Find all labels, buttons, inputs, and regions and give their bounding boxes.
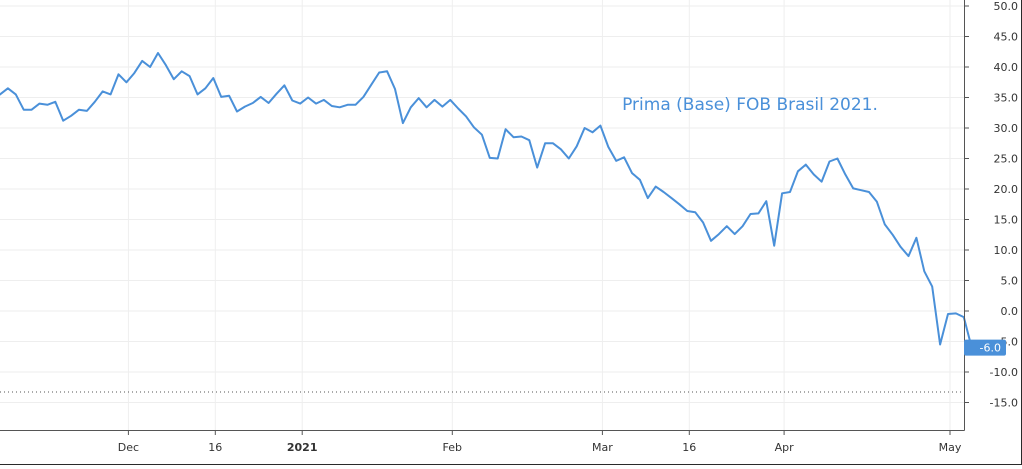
series-layer (0, 52, 973, 349)
x-tick-label: Mar (592, 441, 613, 454)
y-tick-label: 45.0 (994, 31, 1019, 44)
last-price-badge-bg (964, 339, 1006, 356)
chart-title: Prima (Base) FOB Brasil 2021. (622, 95, 878, 115)
x-tick-label: Feb (443, 441, 462, 454)
x-tick-label: 2021 (287, 441, 318, 454)
last-price-badge: -6.0 (964, 339, 1006, 356)
x-axis: Dec 16 2021 Feb Mar 16 Apr May (0, 430, 965, 454)
x-tick-label: 16 (208, 441, 222, 454)
x-tick-label: Apr (775, 441, 795, 454)
y-tick-label: 25.0 (994, 153, 1019, 166)
y-tick-label: -10.0 (990, 366, 1018, 379)
y-tick-label: 35.0 (994, 92, 1019, 105)
y-tick-label: 50.0 (994, 0, 1019, 13)
series-line (0, 52, 973, 349)
y-tick-label: 30.0 (994, 122, 1019, 135)
y-tick-label: 15.0 (994, 214, 1019, 227)
y-tick-label: 5.0 (1001, 275, 1019, 288)
y-tick-label: -15.0 (990, 397, 1018, 410)
last-price-label: -6.0 (980, 342, 1001, 355)
x-tick-label: Dec (118, 441, 139, 454)
grid-layer (0, 0, 964, 430)
y-axis: 50.0 45.0 40.0 35.0 30.0 25.0 20.0 15.0 10.0 5.0 0… (964, 0, 1018, 431)
y-tick-label: 40.0 (994, 61, 1019, 74)
y-tick-label: 10.0 (994, 244, 1019, 257)
x-tick-label: 16 (682, 441, 696, 454)
y-tick-label: 0.0 (1001, 305, 1019, 318)
y-tick-label: 20.0 (994, 183, 1019, 196)
x-tick-label: May (939, 441, 962, 454)
